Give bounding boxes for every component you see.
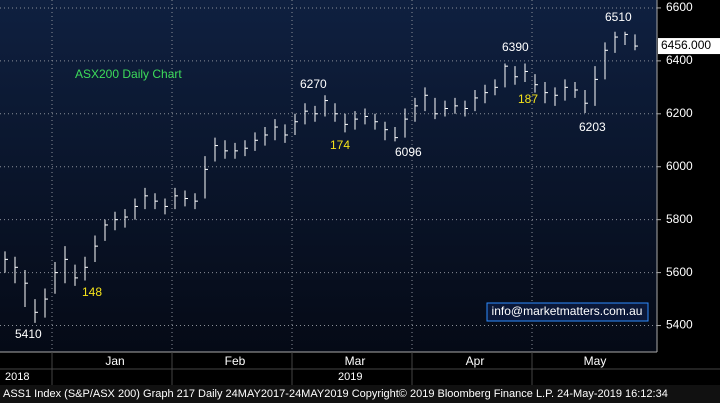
footer-bar <box>0 385 720 403</box>
x-tick-label: May <box>584 354 607 368</box>
year-label: 2018 <box>5 371 29 383</box>
watermark: info@marketmatters.com.au <box>492 304 643 318</box>
y-tick-label: 6600 <box>666 0 693 14</box>
x-tick-label: Apr <box>466 354 485 368</box>
annotation: 6270 <box>300 77 327 91</box>
annotation: 148 <box>82 285 102 299</box>
annotation: 6096 <box>395 145 422 159</box>
x-tick-label: Feb <box>225 354 246 368</box>
y-tick-label: 5600 <box>666 265 693 279</box>
last-price-box <box>658 38 720 55</box>
annotation: 6510 <box>605 10 632 24</box>
chart-title: ASX200 Daily Chart <box>75 67 182 81</box>
annotation: 5410 <box>15 327 42 341</box>
year-label: 2019 <box>338 371 362 383</box>
y-tick-label: 6000 <box>666 159 693 173</box>
x-tick-label: Jan <box>105 354 124 368</box>
y-tick-label: 5400 <box>666 318 693 332</box>
annotation: 174 <box>330 138 350 152</box>
last-price-label: 6456.000 <box>661 38 711 52</box>
plot-area <box>0 0 657 352</box>
y-tick-label: 6400 <box>666 53 693 67</box>
footer: ASS1 Index (S&P/ASX 200) Graph 217 Daily… <box>3 388 668 400</box>
x-tick-label: Mar <box>345 354 366 368</box>
watermark-box <box>486 302 649 322</box>
annotation: 6203 <box>579 120 606 134</box>
y-tick-label: 5800 <box>666 212 693 226</box>
annotation: 6390 <box>502 40 529 54</box>
annotation: 187 <box>518 92 538 106</box>
y-tick-label: 6200 <box>666 106 693 120</box>
